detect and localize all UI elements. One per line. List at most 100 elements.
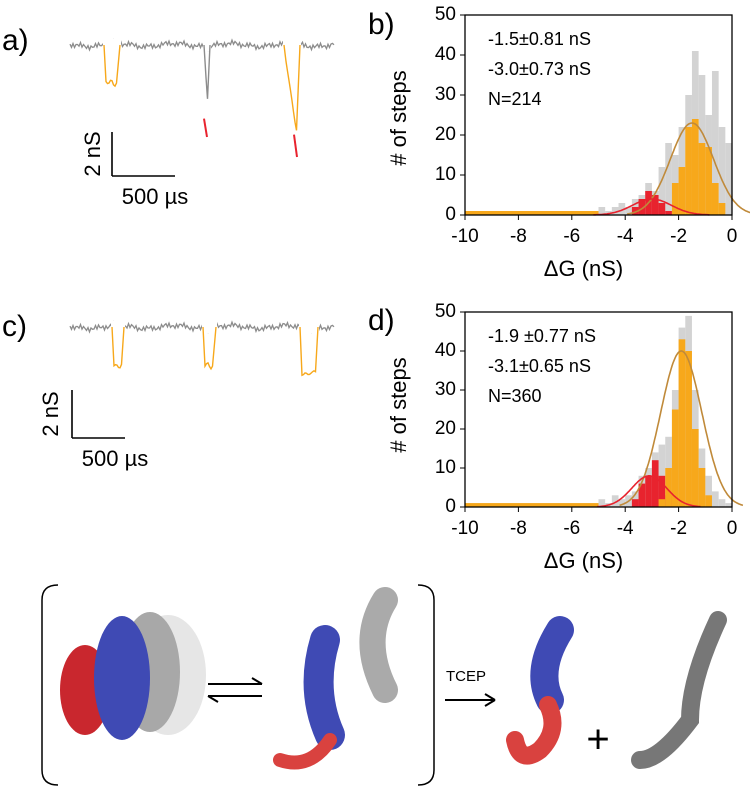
fit-curve [597, 475, 701, 508]
x-tick-label: -8 [510, 226, 527, 247]
histogram-bar [698, 468, 706, 507]
histogram-bar [625, 207, 632, 215]
histogram-bar [631, 207, 639, 215]
histogram-bar [671, 183, 679, 215]
x-tick-label: 0 [727, 518, 738, 539]
scale-bar [71, 132, 175, 439]
event [203, 44, 211, 99]
histogram-bar [658, 499, 666, 507]
scale-label: 500 µs [82, 446, 149, 471]
plot-frame [464, 14, 733, 216]
histogram-bar [665, 468, 672, 507]
annotation: -3.1±0.65 nS [488, 356, 591, 376]
x-axis-label: ΔG (nS) [544, 256, 623, 281]
x-tick-label: -4 [617, 226, 634, 247]
histogram-bar [465, 211, 599, 215]
histogram-bar [705, 495, 712, 507]
trace-blank [103, 39, 121, 51]
scale-label: 2 nS [80, 131, 105, 176]
x-tick-label: -2 [670, 226, 687, 247]
histogram-bar [698, 143, 706, 215]
histogram-bar [651, 460, 659, 507]
histogram-bar [718, 127, 726, 215]
histogram-bar [705, 147, 712, 215]
panel-label: b) [368, 8, 395, 41]
trace-blank [299, 321, 319, 333]
histogram-bar [598, 499, 606, 507]
y-tick-label: 50 [435, 4, 456, 25]
y-tick-label: 40 [435, 340, 456, 361]
histogram-bar [725, 503, 732, 507]
y-tick-label: 10 [435, 164, 456, 185]
fit-curve [626, 122, 750, 215]
y-tick-label: 40 [435, 44, 456, 65]
annotation: N=360 [488, 386, 542, 406]
y-tick-label: 20 [435, 418, 456, 439]
trace-blank [203, 39, 211, 51]
x-tick-label: -6 [563, 226, 580, 247]
x-tick-label: -10 [451, 518, 478, 539]
annotation: -3.0±0.73 nS [488, 59, 591, 79]
histogram-bar [705, 475, 712, 507]
annotation: -1.5±0.81 nS [488, 29, 591, 49]
histogram-bar [631, 499, 639, 507]
histogram-bar [665, 143, 672, 215]
histogram-bar [611, 207, 619, 215]
histogram-bar [465, 503, 599, 507]
y-tick-label: 10 [435, 457, 456, 478]
reagent-label: TCEP [446, 668, 486, 685]
histogram-bar [711, 183, 719, 215]
panel-label: c) [2, 310, 27, 343]
scale-label: 500 µs [122, 184, 189, 209]
histogram-bar [691, 429, 699, 507]
x-tick-label: -10 [451, 226, 478, 247]
y-tick-label: 30 [435, 379, 456, 400]
histogram-bar [725, 143, 732, 215]
trace-blank [283, 39, 301, 51]
y-tick-label: 50 [435, 301, 456, 322]
scale-label: 2 nS [38, 391, 63, 436]
event [202, 326, 217, 371]
scheme [41, 584, 727, 786]
panel-label: a) [2, 24, 29, 57]
plot-frame [464, 311, 733, 508]
histogram-bar [645, 475, 652, 507]
event-tip [293, 134, 298, 158]
histogram-bar [718, 499, 726, 507]
x-tick-label: 0 [727, 226, 738, 247]
histogram-bar [685, 351, 692, 507]
trace-blank [202, 321, 217, 333]
annotation: N=214 [488, 89, 542, 109]
event-tip [203, 118, 208, 138]
histogram-bar [658, 475, 666, 507]
histogram-bar [678, 339, 686, 507]
histogram-bar [618, 203, 626, 215]
plus-sign: + [586, 718, 609, 762]
histogram-bar [651, 195, 659, 215]
histogram-bar [665, 211, 672, 215]
y-axis-label: # of steps [386, 70, 411, 165]
histogram-bar [618, 499, 626, 507]
fit-curve [619, 350, 744, 507]
event [103, 44, 121, 88]
histogram-bar [718, 203, 726, 215]
histogram-bar [638, 483, 646, 507]
x-tick-label: -4 [617, 518, 634, 539]
histogram-bar [685, 127, 692, 215]
y-tick-label: 20 [435, 124, 456, 145]
histogram-bar [611, 495, 619, 507]
x-tick-label: -8 [510, 518, 527, 539]
histogram-bar [678, 167, 686, 215]
y-axis-label: # of steps [386, 357, 411, 452]
fit-curve [593, 198, 710, 216]
trace-blank [111, 321, 125, 333]
histogram-bar [671, 409, 679, 507]
histogram-bar [691, 119, 699, 215]
histogram-bar [638, 199, 646, 215]
histogram-bar [711, 491, 719, 507]
x-tick-label: -6 [563, 518, 580, 539]
y-tick-label: 0 [445, 496, 456, 517]
event [299, 326, 319, 377]
panel-label: d) [368, 304, 395, 337]
